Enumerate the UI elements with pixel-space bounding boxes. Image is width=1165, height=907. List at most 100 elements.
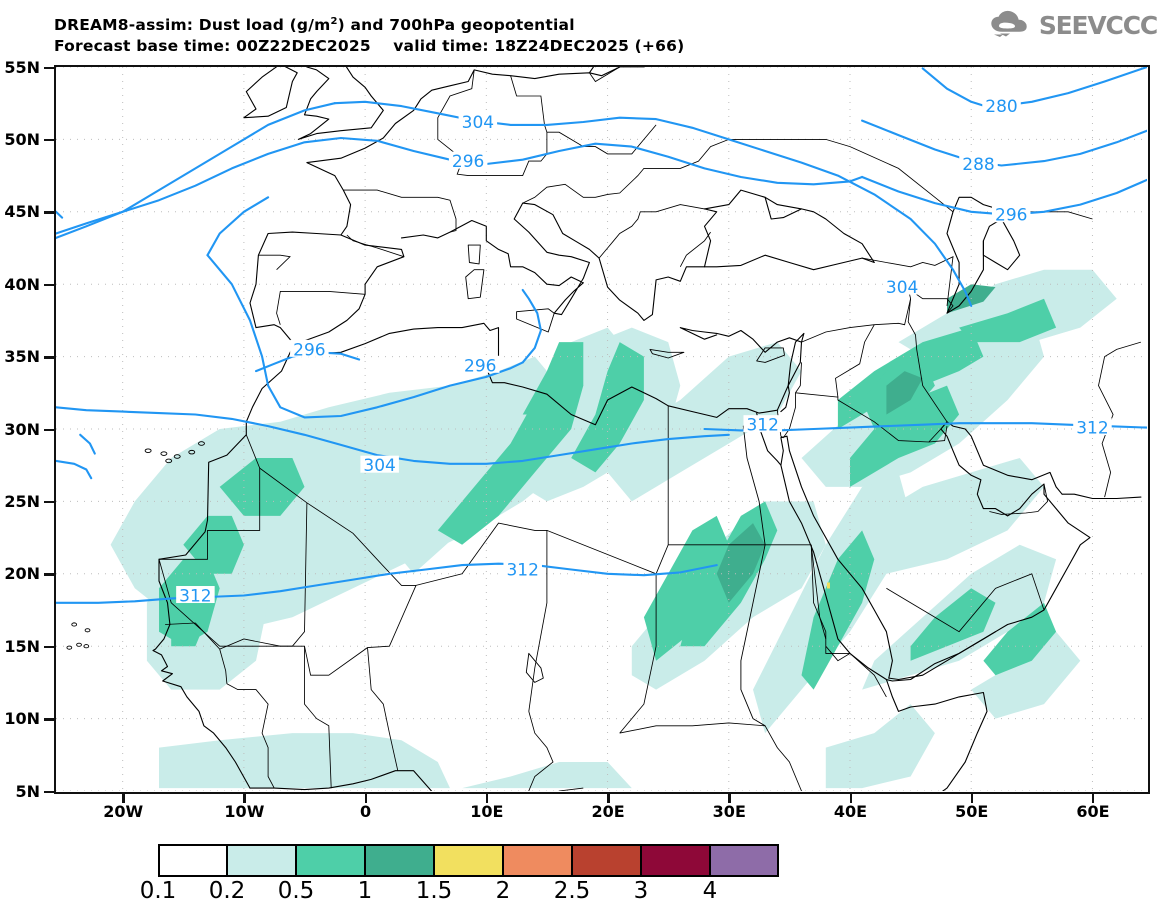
y-axis-label: 50N [4, 129, 40, 149]
border-spain-france [346, 234, 405, 258]
contour-edge-b [56, 459, 93, 480]
coast-caspian-east [982, 218, 1021, 271]
x-axis-tick [849, 794, 852, 803]
coast-great-britain [297, 67, 384, 140]
border-libya-egypt [655, 405, 669, 574]
contour-label-halo [461, 355, 500, 373]
coast-ireland [243, 67, 298, 119]
border-central-europe [522, 138, 851, 204]
x-axis-label: 50E [955, 802, 989, 821]
map-plot-area[interactable]: 280 288 296 296 296 296 304 304 304 312 312 312 312 [44, 65, 1150, 803]
x-axis-tick [122, 794, 125, 803]
border-israel-jordan [776, 362, 802, 439]
colorbar-swatch[interactable] [227, 844, 296, 877]
border-uae-oman [989, 483, 1049, 515]
chart-header: DREAM8-assim: Dust load (g/m2) and 700hP… [0, 0, 1165, 58]
coast-black-sea-north [703, 189, 875, 264]
border-germany-poland [510, 75, 657, 155]
border-portugal-north [258, 254, 291, 271]
contour-label: 304 [462, 113, 494, 133]
corsica [467, 244, 481, 265]
colorbar-swatch[interactable] [158, 844, 227, 877]
colorbar-swatch[interactable] [572, 844, 641, 877]
contour-label-halo [290, 339, 329, 357]
contour-label-halo [991, 205, 1031, 223]
dust-band-egypt-light [607, 342, 802, 502]
colorbar-swatch[interactable] [296, 844, 365, 877]
border-iran-afghanistan [1098, 341, 1142, 498]
y-axis-tick [44, 66, 54, 69]
border-france-south [343, 189, 457, 233]
colorbar-tick-label: 1 [357, 878, 373, 904]
colorbar-tick-label: 2.5 [553, 878, 591, 904]
contour-label: 312 [506, 560, 538, 580]
dust-core-oman [983, 602, 1057, 676]
dust-core-redsea [801, 530, 875, 690]
y-axis-tick [44, 790, 54, 793]
border-benin-burkina [367, 647, 399, 771]
title-text-main: DREAM8-assim: Dust load (g/m [54, 16, 331, 35]
border-kuwait [928, 426, 948, 443]
contour-label-halo [743, 415, 782, 433]
y-axis-tick [44, 138, 54, 142]
canary-island [165, 458, 173, 464]
coast-iberia-nw-europe [249, 67, 621, 329]
coast-black-sea-west [703, 208, 718, 268]
x-axis-tick [243, 794, 246, 803]
colorbar-swatch[interactable] [710, 844, 779, 877]
x-axis-tick [728, 794, 731, 803]
colorbar[interactable]: 0.1 0.2 0.5 1 1.5 2 2.5 3 4 [0, 838, 1165, 907]
colorbar-swatch[interactable] [503, 844, 572, 877]
border-ethiopia-djibouti [825, 645, 887, 698]
colorbar-swatch[interactable] [365, 844, 434, 877]
border-chad-sudan [546, 530, 657, 734]
y-axis-label: 30N [4, 419, 40, 439]
y-axis-tick [44, 500, 54, 504]
contour-296-west-link [206, 196, 270, 257]
contour-288 [861, 119, 1147, 167]
colorbar-swatches[interactable] [158, 844, 779, 877]
contour-label-halo [1073, 418, 1112, 436]
seevccc-logo: SEEVCCC [990, 10, 1158, 40]
cape-verde-island [66, 645, 73, 650]
border-germany-west [437, 69, 548, 177]
y-axis-tick [44, 718, 54, 721]
y-axis-tick [44, 645, 54, 649]
contour-label-halo [448, 151, 488, 169]
colorbar-tick-label: 4 [702, 878, 718, 904]
canary-island [188, 449, 196, 455]
contour-label: 296 [995, 206, 1027, 226]
dust-band-somalia-light [825, 704, 935, 789]
chart-title-line-1: DREAM8-assim: Dust load (g/m2) and 700hP… [54, 11, 684, 36]
border-poland-lithuania [589, 67, 669, 83]
colorbar-swatch[interactable] [641, 844, 710, 877]
colorbar-tick-label: 0.2 [208, 878, 246, 904]
x-axis-tick [485, 794, 489, 803]
canary-island [144, 448, 152, 453]
contour-label-halo [176, 586, 215, 604]
border-serbia-romania [598, 204, 705, 259]
lake-chad [525, 652, 544, 683]
colorbar-swatch[interactable] [434, 844, 503, 877]
x-axis-label: 10E [470, 802, 504, 821]
contour-312-sahel [56, 562, 718, 604]
contour-labels-layer: 280 288 296 296 296 296 304 304 304 312 312 312 312 [176, 96, 1112, 607]
title-superscript: 2 [330, 16, 338, 27]
border-iraq-iran [907, 298, 948, 423]
dust-band-arabia-light [825, 458, 1044, 574]
dust-core-tunisia [522, 342, 584, 415]
x-axis-label: 60E [1076, 802, 1110, 821]
y-axis-label: 45N [4, 202, 40, 222]
x-axis-label: 20W [103, 802, 144, 821]
logo-wordmark: SEEVCCC [1038, 10, 1158, 40]
y-axis-label: 40N [4, 274, 40, 294]
border-cote-ivoire-ghana [304, 646, 332, 789]
chart-title-line-2: Forecast base time: 00Z22DEC2025 valid t… [54, 37, 685, 56]
canary-island [160, 451, 168, 456]
y-axis-label: 25N [4, 491, 40, 511]
sardinia [465, 269, 485, 300]
colorbar-tick-label: 1.5 [415, 878, 453, 904]
contour-304-north [333, 100, 973, 307]
border-cameroon-chad [528, 711, 554, 791]
